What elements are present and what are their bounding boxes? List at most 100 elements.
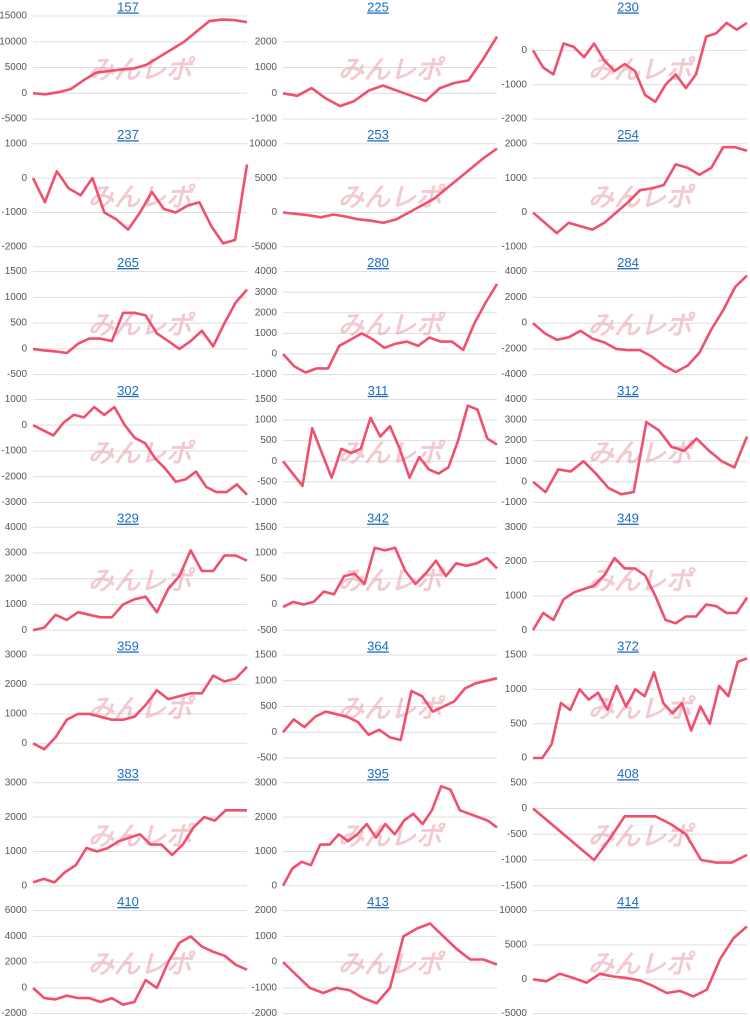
watermark: みんレポ	[88, 54, 196, 84]
y-tick-label: 4000	[505, 394, 528, 405]
y-tick-label: 2000	[505, 292, 528, 303]
chart-title[interactable]: 237	[117, 127, 139, 142]
watermark: みんレポ	[588, 182, 696, 212]
chart-title[interactable]: 395	[367, 766, 389, 781]
y-tick-label: 0	[521, 753, 527, 764]
chart-title[interactable]: 302	[117, 383, 139, 398]
chart-title[interactable]: 410	[117, 894, 139, 909]
y-tick-label: -1000	[501, 855, 527, 866]
y-tick-label: -2000	[1, 241, 27, 252]
watermark: みんレポ	[338, 182, 446, 212]
y-tick-label: 2000	[255, 905, 278, 916]
y-tick-label: 2000	[5, 957, 28, 968]
chart-title[interactable]: 413	[367, 894, 389, 909]
y-tick-label: 1000	[5, 292, 28, 303]
y-tick-label: 1500	[255, 394, 278, 405]
chart-title[interactable]: 254	[617, 127, 639, 142]
chart-title[interactable]: 253	[367, 127, 389, 142]
chart-title[interactable]: 359	[117, 638, 139, 653]
y-tick-label: 1000	[5, 708, 28, 719]
y-tick-label: -500	[257, 753, 277, 764]
chart-title[interactable]: 383	[117, 766, 139, 781]
data-line	[282, 546, 498, 609]
y-tick-label: 0	[521, 476, 527, 487]
y-tick-label: 0	[21, 88, 27, 99]
y-tick-label: 0	[21, 343, 27, 354]
data-line	[532, 145, 748, 235]
y-tick-label: 1000	[255, 415, 278, 426]
y-tick-label: 1000	[255, 328, 278, 339]
data-line	[32, 288, 248, 355]
y-tick-label: -1000	[501, 241, 527, 252]
y-tick-label: -4000	[501, 369, 527, 380]
y-tick-label: 15000	[0, 11, 27, 22]
y-tick-label: 0	[271, 727, 277, 738]
y-tick-label: 500	[260, 435, 277, 446]
chart-title[interactable]: 364	[367, 638, 389, 653]
y-tick-label: -1000	[251, 497, 277, 508]
y-tick-label: 5000	[505, 940, 528, 951]
data-line	[531, 556, 749, 631]
y-tick-label: 1000	[505, 684, 528, 695]
y-tick-label: -1000	[251, 982, 277, 993]
chart-title[interactable]: 225	[367, 0, 389, 14]
y-tick-label: 1000	[505, 456, 528, 467]
y-tick-label: 4000	[505, 266, 528, 277]
chart-title[interactable]: 280	[367, 255, 389, 270]
chart-title[interactable]: 312	[617, 383, 639, 398]
y-tick-label: 0	[271, 88, 277, 99]
data-line	[32, 405, 248, 496]
watermark: みんレポ	[588, 310, 696, 340]
y-tick-label: 1000	[255, 675, 278, 686]
data-line	[282, 147, 498, 225]
y-tick-label: 5000	[255, 173, 278, 184]
chart-title[interactable]: 230	[617, 0, 639, 14]
chart-title[interactable]: 372	[617, 638, 639, 653]
y-tick-label: -500	[257, 476, 277, 487]
data-line	[32, 935, 248, 1006]
data-line	[532, 925, 748, 998]
y-tick-label: 0	[271, 349, 277, 360]
y-tick-label: 1000	[5, 599, 28, 610]
y-tick-label: 0	[21, 738, 27, 749]
chart-title[interactable]: 408	[617, 766, 639, 781]
y-tick-label: -1000	[251, 369, 277, 380]
y-tick-label: 2000	[5, 573, 28, 584]
chart-title[interactable]: 349	[617, 511, 639, 526]
y-tick-label: 0	[521, 974, 527, 985]
data-line	[532, 420, 749, 496]
y-tick-label: 0	[521, 318, 527, 329]
data-line	[532, 807, 748, 864]
chart-title[interactable]: 342	[367, 511, 389, 526]
chart-title[interactable]: 311	[368, 383, 389, 398]
chart-title[interactable]: 157	[117, 0, 139, 14]
y-tick-label: 5000	[5, 62, 28, 73]
y-tick-label: 2000	[5, 679, 28, 690]
y-tick-label: 0	[271, 599, 277, 610]
y-tick-label: 3000	[5, 548, 28, 559]
y-tick-label: -500	[257, 625, 277, 636]
data-line	[282, 35, 499, 108]
chart-title[interactable]: 414	[617, 894, 639, 909]
y-tick-label: 0	[521, 625, 527, 636]
y-tick-label: 1000	[255, 548, 278, 559]
y-tick-label: -2000	[501, 343, 527, 354]
chart-title[interactable]: 284	[617, 255, 639, 270]
y-tick-label: -1000	[251, 114, 277, 125]
watermark: みんレポ	[338, 949, 446, 979]
y-tick-label: 2000	[5, 812, 28, 823]
y-tick-label: 3000	[255, 287, 278, 298]
data-line	[282, 922, 498, 1005]
data-line	[281, 784, 498, 887]
y-tick-label: 1500	[255, 650, 278, 661]
chart-title[interactable]: 329	[117, 511, 139, 526]
y-tick-label: 0	[271, 880, 277, 891]
y-tick-label: 3000	[505, 415, 528, 426]
y-tick-label: 0	[271, 456, 277, 467]
y-tick-label: 0	[21, 420, 27, 431]
chart-title[interactable]: 265	[117, 255, 139, 270]
data-line	[533, 657, 748, 760]
y-tick-label: 1000	[5, 846, 28, 857]
watermark: みんレポ	[588, 693, 696, 723]
